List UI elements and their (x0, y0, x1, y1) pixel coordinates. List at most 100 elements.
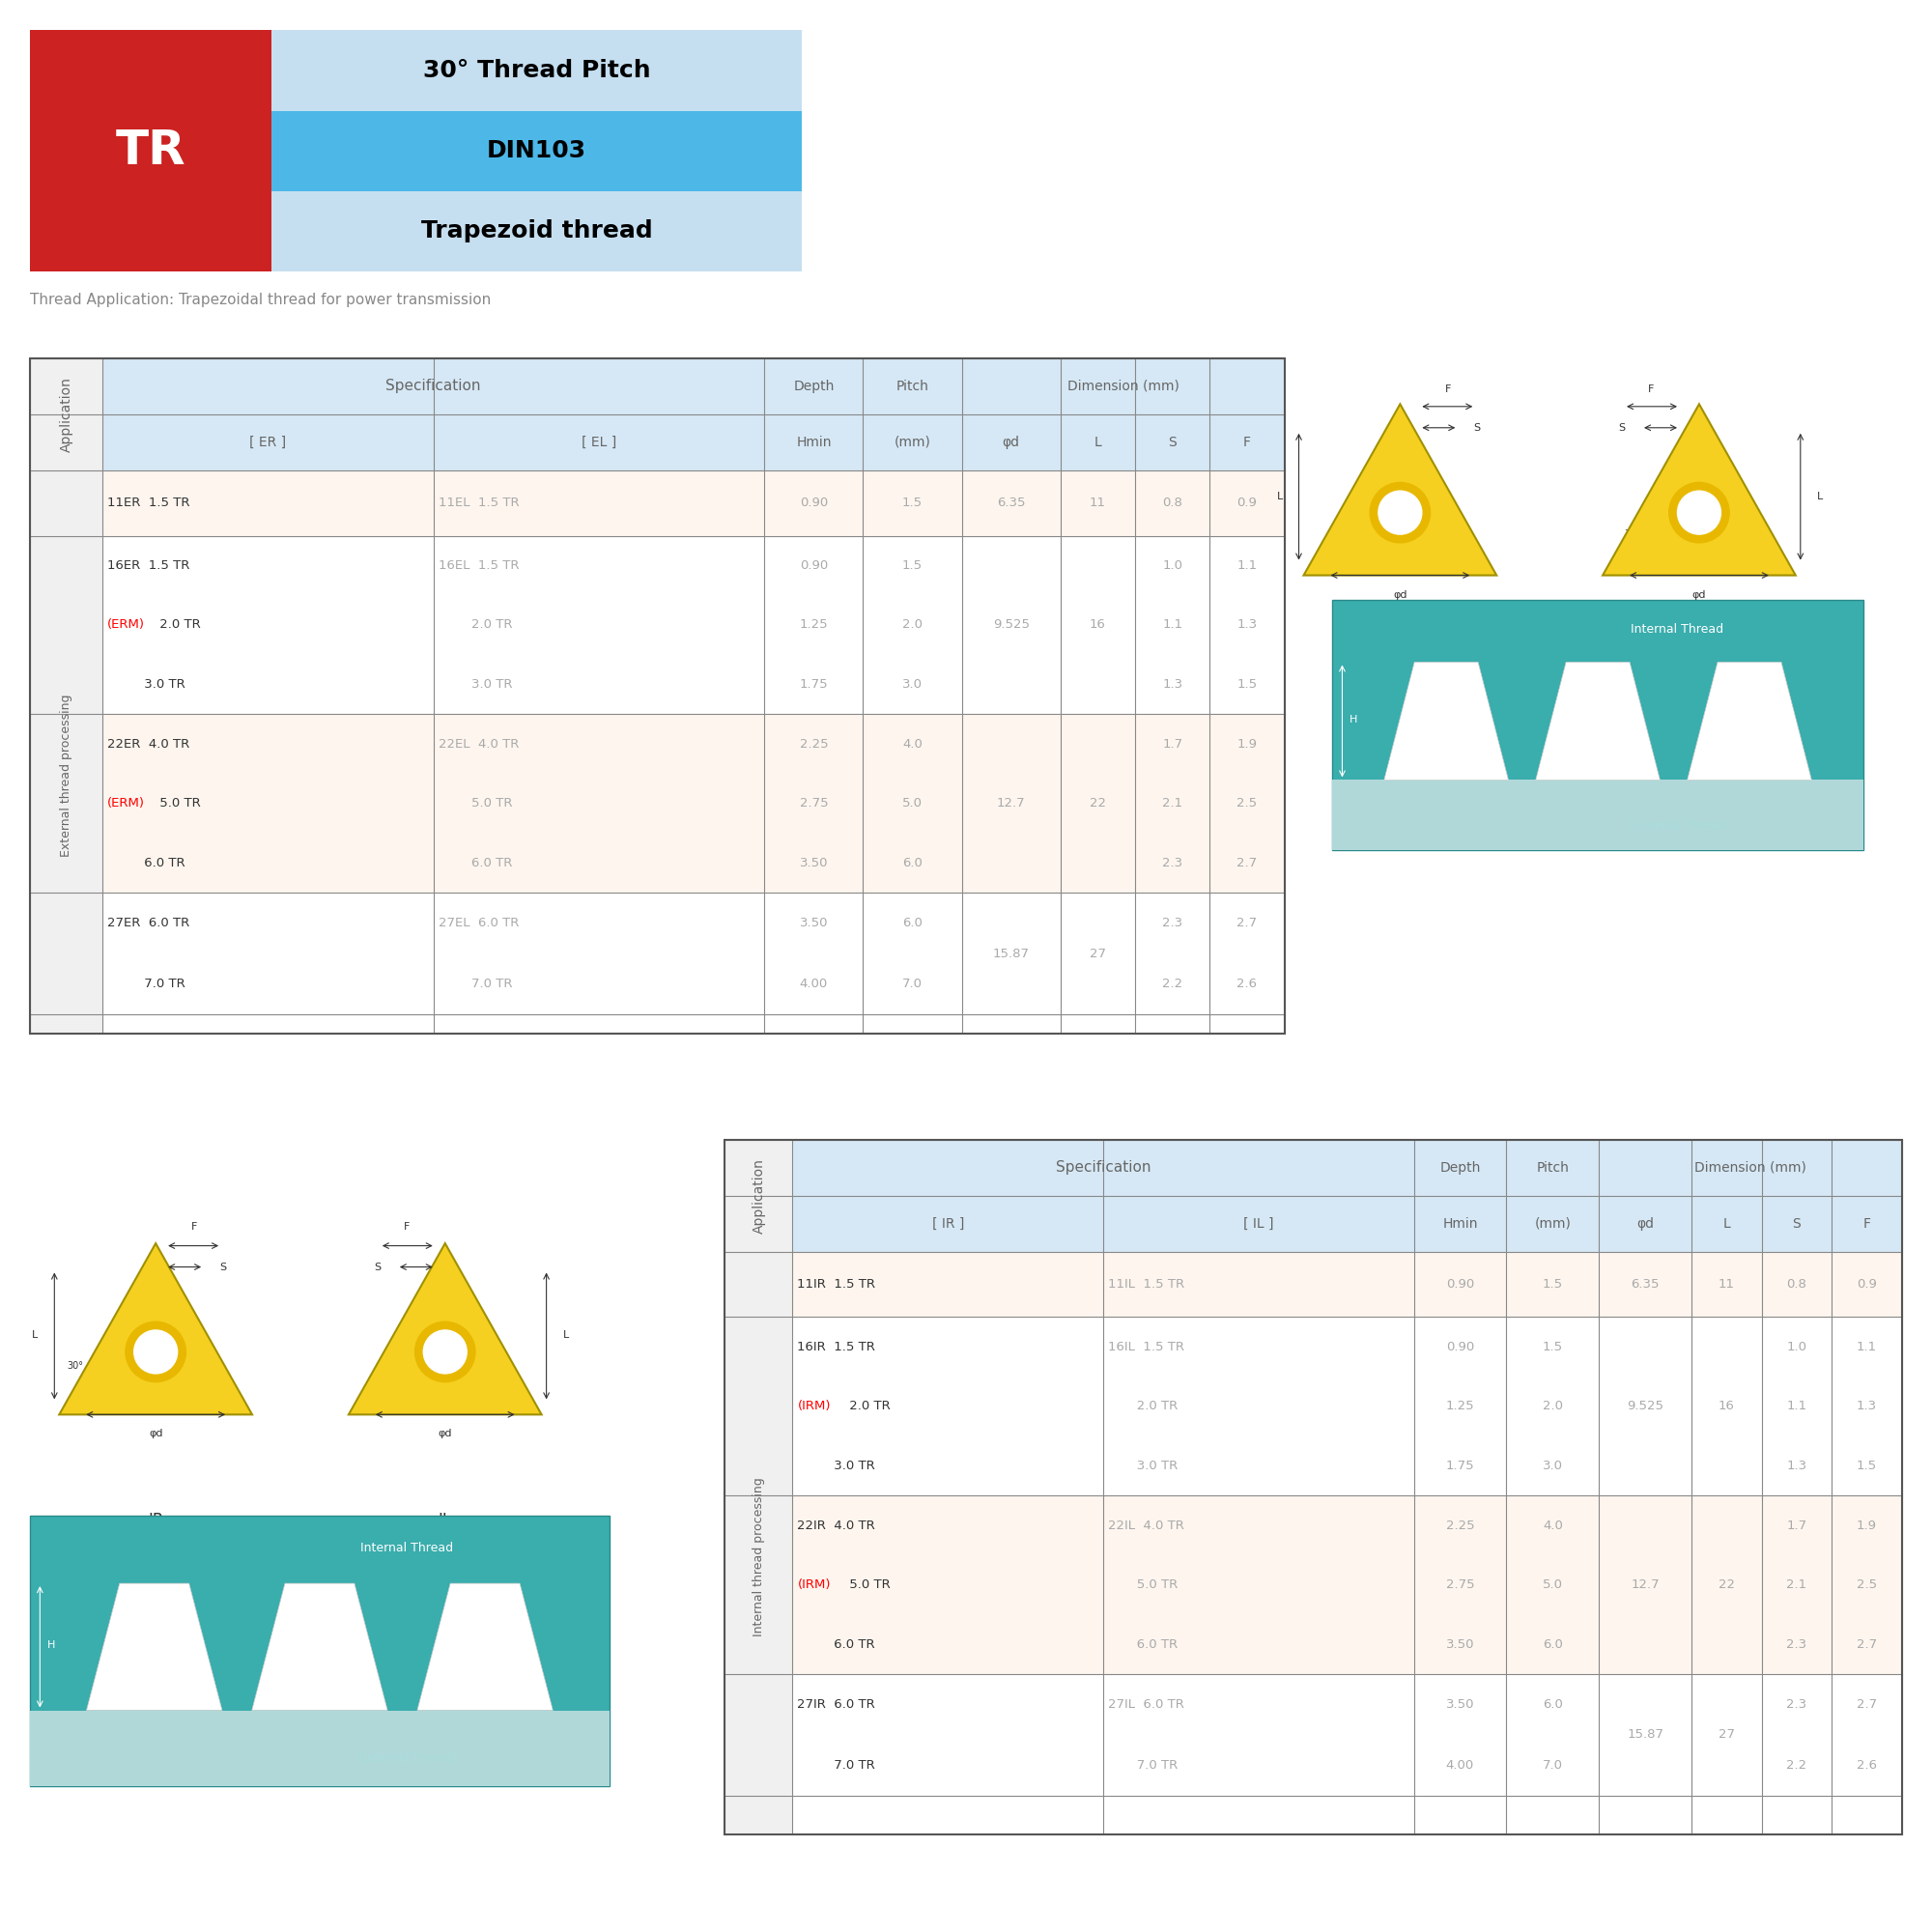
Text: 2.0 TR: 2.0 TR (156, 618, 201, 632)
Text: Trapezoid thread: Trapezoid thread (421, 220, 653, 243)
Text: (mm): (mm) (1534, 1217, 1571, 1231)
Text: 2.0 TR: 2.0 TR (846, 1401, 891, 1412)
Text: 11: 11 (1718, 1279, 1735, 1291)
Text: 27ER  6.0 TR: 27ER 6.0 TR (108, 918, 189, 929)
Text: 1.75: 1.75 (1445, 1459, 1474, 1472)
Text: 2.7: 2.7 (1236, 918, 1258, 929)
Text: 7.0 TR: 7.0 TR (108, 978, 185, 989)
Text: φd: φd (149, 1430, 162, 1439)
Text: Depth: Depth (794, 379, 835, 392)
Text: 11IL  1.5 TR: 11IL 1.5 TR (1109, 1279, 1184, 1291)
Text: 1.5: 1.5 (1542, 1341, 1563, 1352)
Polygon shape (1304, 404, 1497, 576)
Text: 30°: 30° (491, 1362, 508, 1372)
Text: 11EL  1.5 TR: 11EL 1.5 TR (439, 497, 520, 510)
Text: L: L (1094, 435, 1101, 448)
Text: S: S (1793, 1217, 1801, 1231)
Text: 3.50: 3.50 (1445, 1698, 1474, 1710)
Text: 5.0 TR: 5.0 TR (846, 1578, 891, 1592)
Text: 16IL  1.5 TR: 16IL 1.5 TR (1109, 1341, 1184, 1352)
Text: φd: φd (1692, 589, 1706, 599)
Text: 2.3: 2.3 (1163, 856, 1182, 869)
Text: 6.0: 6.0 (902, 856, 923, 869)
Text: Specification: Specification (386, 379, 481, 394)
Text: 4.0: 4.0 (902, 738, 923, 750)
Text: IL: IL (439, 1513, 452, 1530)
Text: Thread Application: Trapezoidal thread for power transmission: Thread Application: Trapezoidal thread f… (31, 294, 491, 307)
Text: 5.0: 5.0 (902, 798, 923, 810)
Circle shape (423, 1329, 468, 1374)
Text: 4.00: 4.00 (800, 978, 829, 989)
Circle shape (1378, 491, 1422, 535)
Text: Pitch: Pitch (1536, 1161, 1569, 1175)
Text: φd: φd (1003, 435, 1020, 448)
Text: 1.5: 1.5 (902, 497, 923, 510)
FancyBboxPatch shape (724, 1140, 792, 1833)
Text: 4.0: 4.0 (1542, 1519, 1563, 1532)
Text: 2.0: 2.0 (1542, 1401, 1563, 1412)
Text: Application: Application (752, 1157, 765, 1233)
Text: 27: 27 (1090, 947, 1105, 960)
Text: 2.0: 2.0 (902, 618, 923, 632)
Text: 6.0: 6.0 (902, 918, 923, 929)
FancyBboxPatch shape (102, 715, 1285, 893)
Circle shape (1669, 483, 1729, 543)
Text: 0.90: 0.90 (1445, 1279, 1474, 1291)
Text: 1.5: 1.5 (1542, 1279, 1563, 1291)
Text: S: S (1619, 423, 1625, 433)
Text: 11: 11 (1090, 497, 1105, 510)
Text: 3.0 TR: 3.0 TR (1109, 1459, 1179, 1472)
Text: Pitch: Pitch (896, 379, 929, 392)
Text: 0.8: 0.8 (1163, 497, 1182, 510)
Text: 22: 22 (1090, 798, 1105, 810)
Text: 2.5: 2.5 (1857, 1578, 1876, 1592)
Text: 3.0: 3.0 (902, 678, 923, 692)
Text: 2.1: 2.1 (1787, 1578, 1806, 1592)
Text: 30°: 30° (1457, 696, 1474, 705)
Text: 2.75: 2.75 (800, 798, 829, 810)
FancyBboxPatch shape (792, 1495, 1901, 1673)
Text: 2.5: 2.5 (1236, 798, 1258, 810)
Text: φd: φd (439, 1430, 452, 1439)
Text: (IRM): (IRM) (798, 1578, 831, 1592)
FancyBboxPatch shape (102, 535, 1285, 715)
Text: Specification: Specification (1055, 1161, 1151, 1175)
Text: F: F (191, 1221, 197, 1231)
Text: 5.0 TR: 5.0 TR (439, 798, 512, 810)
Text: 2.25: 2.25 (1445, 1519, 1474, 1532)
Text: 4.00: 4.00 (1445, 1758, 1474, 1772)
Text: 5.0 TR: 5.0 TR (1109, 1578, 1179, 1592)
Text: S: S (220, 1262, 226, 1271)
Text: F: F (1445, 384, 1451, 394)
Text: F: F (1862, 1217, 1870, 1231)
Text: 6.0 TR: 6.0 TR (439, 856, 512, 869)
Text: 0.90: 0.90 (1445, 1341, 1474, 1352)
Text: 7.0 TR: 7.0 TR (798, 1758, 875, 1772)
Text: 1.0: 1.0 (1787, 1341, 1806, 1352)
Polygon shape (417, 1584, 553, 1710)
Text: (ERM): (ERM) (108, 618, 145, 632)
Text: 3.50: 3.50 (800, 918, 829, 929)
Text: [ IL ]: [ IL ] (1244, 1217, 1273, 1231)
Text: 2.1: 2.1 (1163, 798, 1182, 810)
Text: Depth: Depth (1439, 1161, 1480, 1175)
Text: External Thread: External Thread (357, 1752, 454, 1766)
Text: 2.3: 2.3 (1163, 918, 1182, 929)
Text: φd: φd (1636, 1217, 1654, 1231)
Text: 1.1: 1.1 (1787, 1401, 1806, 1412)
Text: 12.7: 12.7 (1631, 1578, 1660, 1592)
Text: [ EL ]: [ EL ] (582, 435, 616, 448)
Text: Hmin: Hmin (1443, 1217, 1478, 1231)
FancyBboxPatch shape (102, 893, 1285, 1014)
Text: 0.9: 0.9 (1857, 1279, 1876, 1291)
Text: 3.0: 3.0 (1542, 1459, 1563, 1472)
Polygon shape (1383, 663, 1509, 781)
Text: 30°: 30° (68, 1362, 83, 1372)
Text: 22: 22 (1718, 1578, 1735, 1592)
Text: 2.3: 2.3 (1787, 1638, 1806, 1650)
Text: 1.3: 1.3 (1857, 1401, 1876, 1412)
FancyBboxPatch shape (102, 469, 1285, 535)
Text: 27IL  6.0 TR: 27IL 6.0 TR (1109, 1698, 1184, 1710)
Text: 30° Thread Pitch: 30° Thread Pitch (423, 58, 651, 81)
Text: 27: 27 (1718, 1729, 1735, 1741)
